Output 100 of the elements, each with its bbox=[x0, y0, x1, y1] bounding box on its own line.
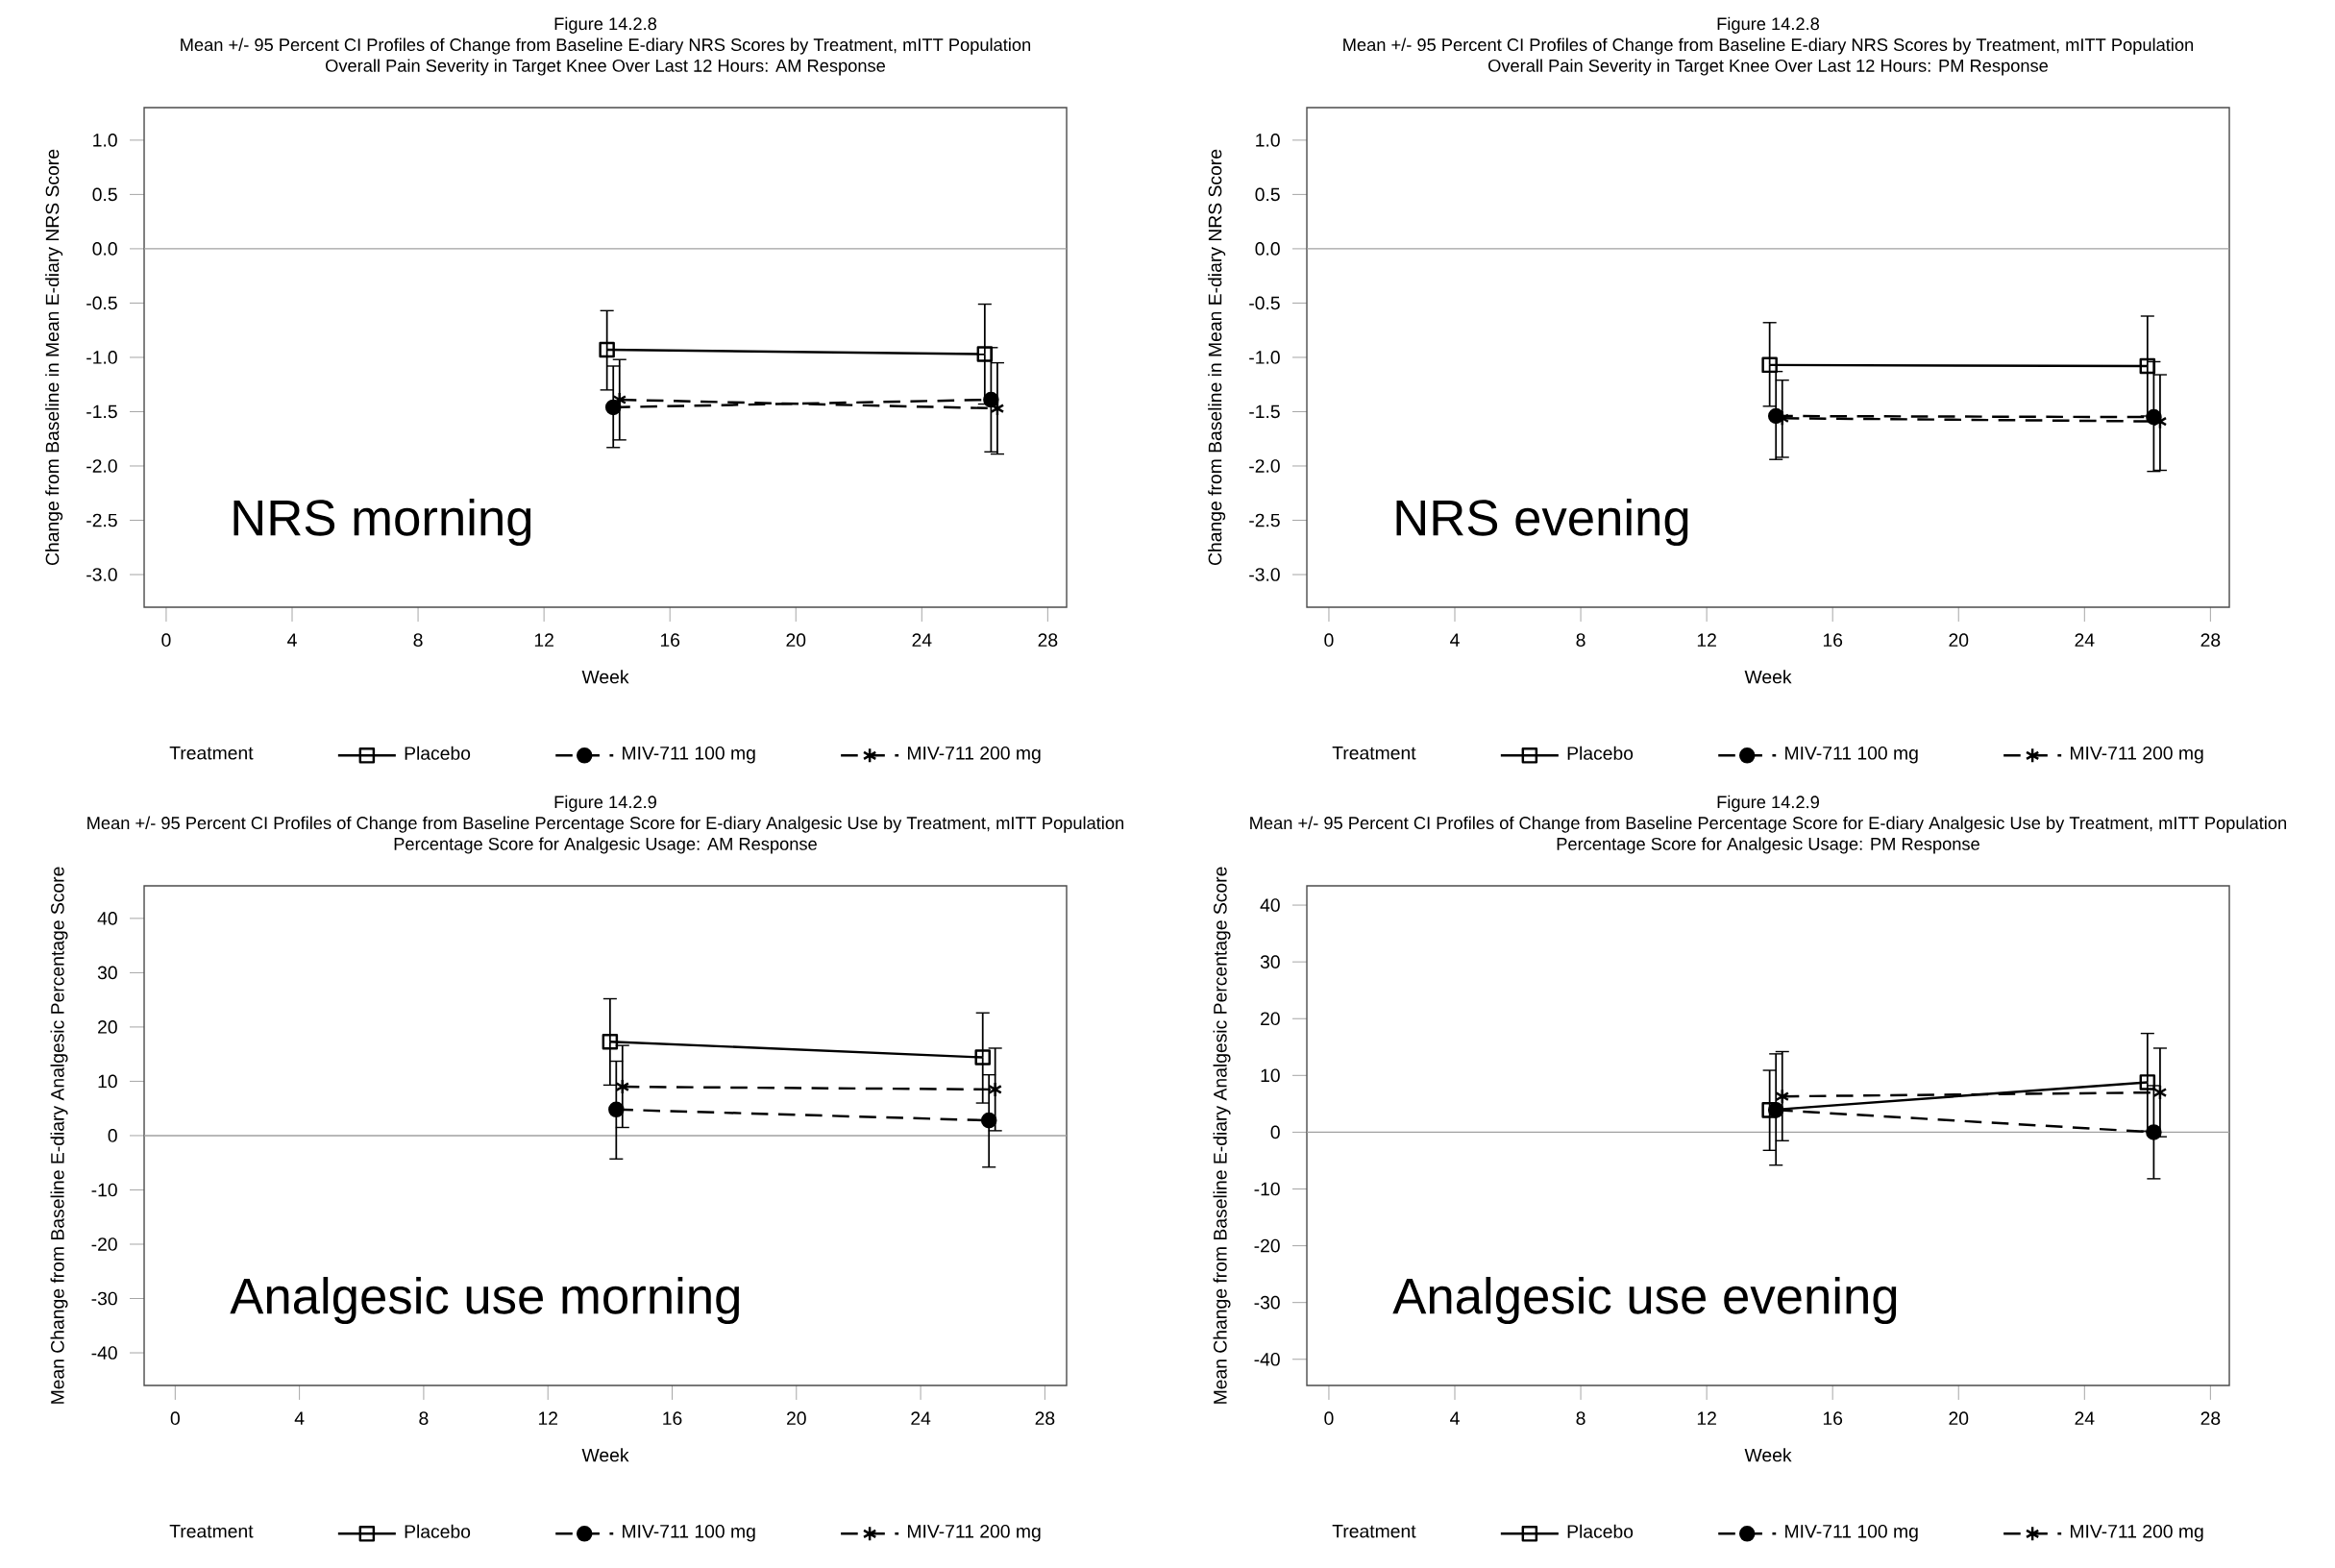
x-tick-label: 8 bbox=[419, 1411, 429, 1426]
legend-label: MIV-711 100 mg bbox=[1785, 1524, 1918, 1542]
y-tick-label: 40 bbox=[1260, 898, 1280, 912]
chart-title: Figure 14.2.9 bbox=[1717, 795, 1819, 812]
y-tick-label: -20 bbox=[91, 1237, 117, 1251]
y-tick-label: -2.0 bbox=[86, 459, 117, 473]
legend-title: Treatment bbox=[169, 747, 254, 760]
legend-label: MIV-711 100 mg bbox=[623, 1524, 755, 1542]
text: Overall Pain Severity in Target Knee Over Last 12 Hours: AM Response bbox=[326, 59, 886, 76]
x-tick-label: 20 bbox=[1949, 633, 1969, 648]
annotation: Analgesic use evening bbox=[1392, 1277, 1897, 1325]
y-tick-label: -0.5 bbox=[1249, 296, 1280, 310]
y-tick-label: 40 bbox=[97, 912, 117, 925]
legend-label: Placebo bbox=[1567, 746, 1634, 760]
annotation: Analgesic use morning bbox=[230, 1277, 740, 1325]
x-tick-label: 20 bbox=[1949, 1411, 1969, 1426]
y-tick-label: -40 bbox=[1254, 1352, 1280, 1366]
text: Overall Pain Severity in Target Knee Over Last 12 Hours: PM Response bbox=[1488, 59, 2049, 76]
text: Percentage Score for Analgesic Usage: PM Response bbox=[1557, 837, 1979, 854]
x-axis-title: Week bbox=[581, 1448, 629, 1462]
x-tick-label: 4 bbox=[287, 633, 297, 647]
y-tick-label: -1.0 bbox=[1249, 351, 1280, 364]
x-tick-label: 16 bbox=[660, 633, 680, 648]
y-tick-label: 0.5 bbox=[1255, 187, 1280, 202]
chart-title: Figure 14.2.8 bbox=[1717, 16, 1820, 34]
y-tick-label: -10 bbox=[1254, 1182, 1280, 1196]
x-tick-label: 4 bbox=[1450, 633, 1460, 647]
x-tick-label: 12 bbox=[534, 633, 553, 647]
y-tick-label: -3.0 bbox=[86, 568, 117, 581]
y-tick-label: 20 bbox=[98, 1020, 117, 1034]
x-tick-label: 0 bbox=[1324, 633, 1334, 648]
x-tick-label: 12 bbox=[1697, 633, 1716, 647]
y-tick-label: -1.0 bbox=[86, 351, 117, 364]
y-tick-label: -30 bbox=[91, 1291, 117, 1306]
legend-label: MIV-711 100 mg bbox=[623, 746, 755, 764]
y-tick-label: 1.0 bbox=[1256, 134, 1280, 147]
y-tick-label: 10 bbox=[98, 1074, 117, 1089]
y-tick-label: 0.0 bbox=[1255, 242, 1280, 256]
y-tick-label: 10 bbox=[1261, 1068, 1280, 1083]
y-tick-label: -40 bbox=[91, 1346, 117, 1360]
legend-title: Treatment bbox=[1332, 747, 1416, 760]
x-tick-label: 24 bbox=[911, 1411, 931, 1425]
y-tick-label: 1.0 bbox=[93, 134, 117, 147]
legend-label: MIV-711 200 mg bbox=[2071, 1524, 2203, 1542]
legend-label: MIV-711 200 mg bbox=[907, 1524, 1041, 1542]
x-tick-label: 8 bbox=[1576, 633, 1585, 648]
chart-subtitle: Mean +/- 95 Percent CI Profiles of Change from Baseline E-diary NRS Scores by Treatment, mITT Population bbox=[1343, 37, 2194, 55]
y-tick-label: -30 bbox=[1254, 1295, 1280, 1310]
legend-title: Treatment bbox=[1332, 1525, 1416, 1538]
x-axis-title: Week bbox=[581, 670, 629, 684]
x-tick-label: 24 bbox=[2075, 1411, 2095, 1425]
y-tick-label: 30 bbox=[97, 966, 117, 980]
y-tick-label: -1.5 bbox=[86, 404, 117, 419]
y-tick-label: 20 bbox=[1261, 1012, 1280, 1026]
annotation: NRS evening bbox=[1396, 499, 1688, 547]
y-tick-label: -2.5 bbox=[1249, 513, 1280, 527]
legend-label: MIV-711 200 mg bbox=[908, 746, 1041, 764]
x-tick-label: 0 bbox=[161, 633, 171, 648]
y-tick-label: -0.5 bbox=[86, 296, 117, 310]
y-tick-label: 0.5 bbox=[92, 187, 117, 202]
x-tick-label: 8 bbox=[413, 633, 423, 648]
x-tick-label: 20 bbox=[787, 1411, 806, 1426]
legend-label: Placebo bbox=[405, 746, 471, 760]
x-tick-label: 0 bbox=[170, 1411, 180, 1426]
y-tick-label: -2.5 bbox=[86, 513, 117, 527]
y-axis-title: Mean Change from Baseline E-diary Analgesic Percentage Score bbox=[50, 867, 68, 1404]
y-axis-title: Mean Change from Baseline E-diary Analgesic Percentage Score bbox=[1213, 867, 1231, 1404]
x-tick-label: 16 bbox=[1823, 1411, 1843, 1426]
y-axis-title: Change from Baseline in Mean E-diary NRS Score bbox=[1208, 149, 1226, 565]
y-tick-label: 0 bbox=[108, 1129, 117, 1142]
x-tick-label: 0 bbox=[1324, 1411, 1334, 1426]
legend-label: Placebo bbox=[405, 1524, 471, 1538]
x-tick-label: 8 bbox=[1576, 1411, 1585, 1426]
x-tick-label: 12 bbox=[1697, 1411, 1716, 1425]
x-axis-title: Week bbox=[1744, 670, 1792, 684]
legend-label: MIV-711 200 mg bbox=[2071, 746, 2203, 764]
x-tick-label: 20 bbox=[786, 633, 806, 648]
x-tick-label: 16 bbox=[1823, 633, 1843, 648]
annotation: NRS morning bbox=[234, 499, 531, 547]
legend-label: MIV-711 100 mg bbox=[1785, 746, 1918, 764]
text: Percentage Score for Analgesic Usage: AM Response bbox=[394, 837, 817, 854]
chart-title: Figure 14.2.9 bbox=[554, 795, 656, 812]
x-tick-label: 28 bbox=[2200, 1411, 2221, 1426]
x-tick-label: 24 bbox=[912, 633, 932, 647]
y-axis-title: Change from Baseline in Mean E-diary NRS Score bbox=[45, 149, 63, 565]
x-tick-label: 4 bbox=[294, 1411, 305, 1425]
chart-title: Figure 14.2.8 bbox=[554, 16, 657, 34]
x-tick-label: 28 bbox=[1038, 633, 1058, 648]
legend-label: Placebo bbox=[1567, 1524, 1634, 1538]
x-tick-label: 12 bbox=[538, 1411, 558, 1425]
x-tick-label: 28 bbox=[1035, 1411, 1055, 1426]
x-tick-label: 16 bbox=[663, 1411, 682, 1426]
x-tick-label: 24 bbox=[2075, 633, 2095, 647]
y-tick-label: 0 bbox=[1270, 1125, 1280, 1139]
y-tick-label: -20 bbox=[1254, 1238, 1280, 1253]
x-tick-label: 28 bbox=[2200, 633, 2221, 648]
y-tick-label: -10 bbox=[91, 1183, 117, 1197]
y-tick-label: -1.5 bbox=[1249, 404, 1280, 419]
x-axis-title: Week bbox=[1744, 1448, 1792, 1462]
x-tick-label: 4 bbox=[1450, 1411, 1460, 1425]
